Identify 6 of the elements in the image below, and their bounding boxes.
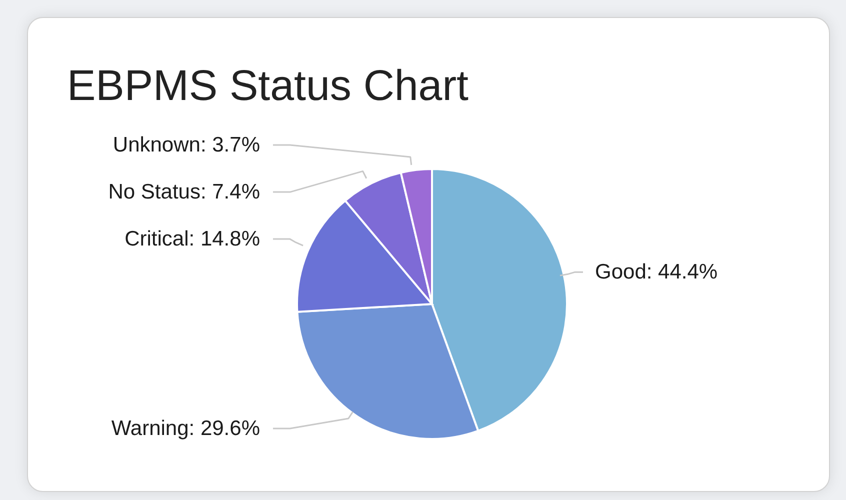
slice-label: Critical: 14.8% [124,228,260,251]
slice-label: No Status: 7.4% [108,180,260,204]
slice-label: Unknown: 3.7% [112,134,260,157]
chart-title: EBPMS Status Chart [67,62,468,110]
slice-label: Good: 44.4% [595,260,718,284]
slice-label: Warning: 29.6% [111,417,260,440]
